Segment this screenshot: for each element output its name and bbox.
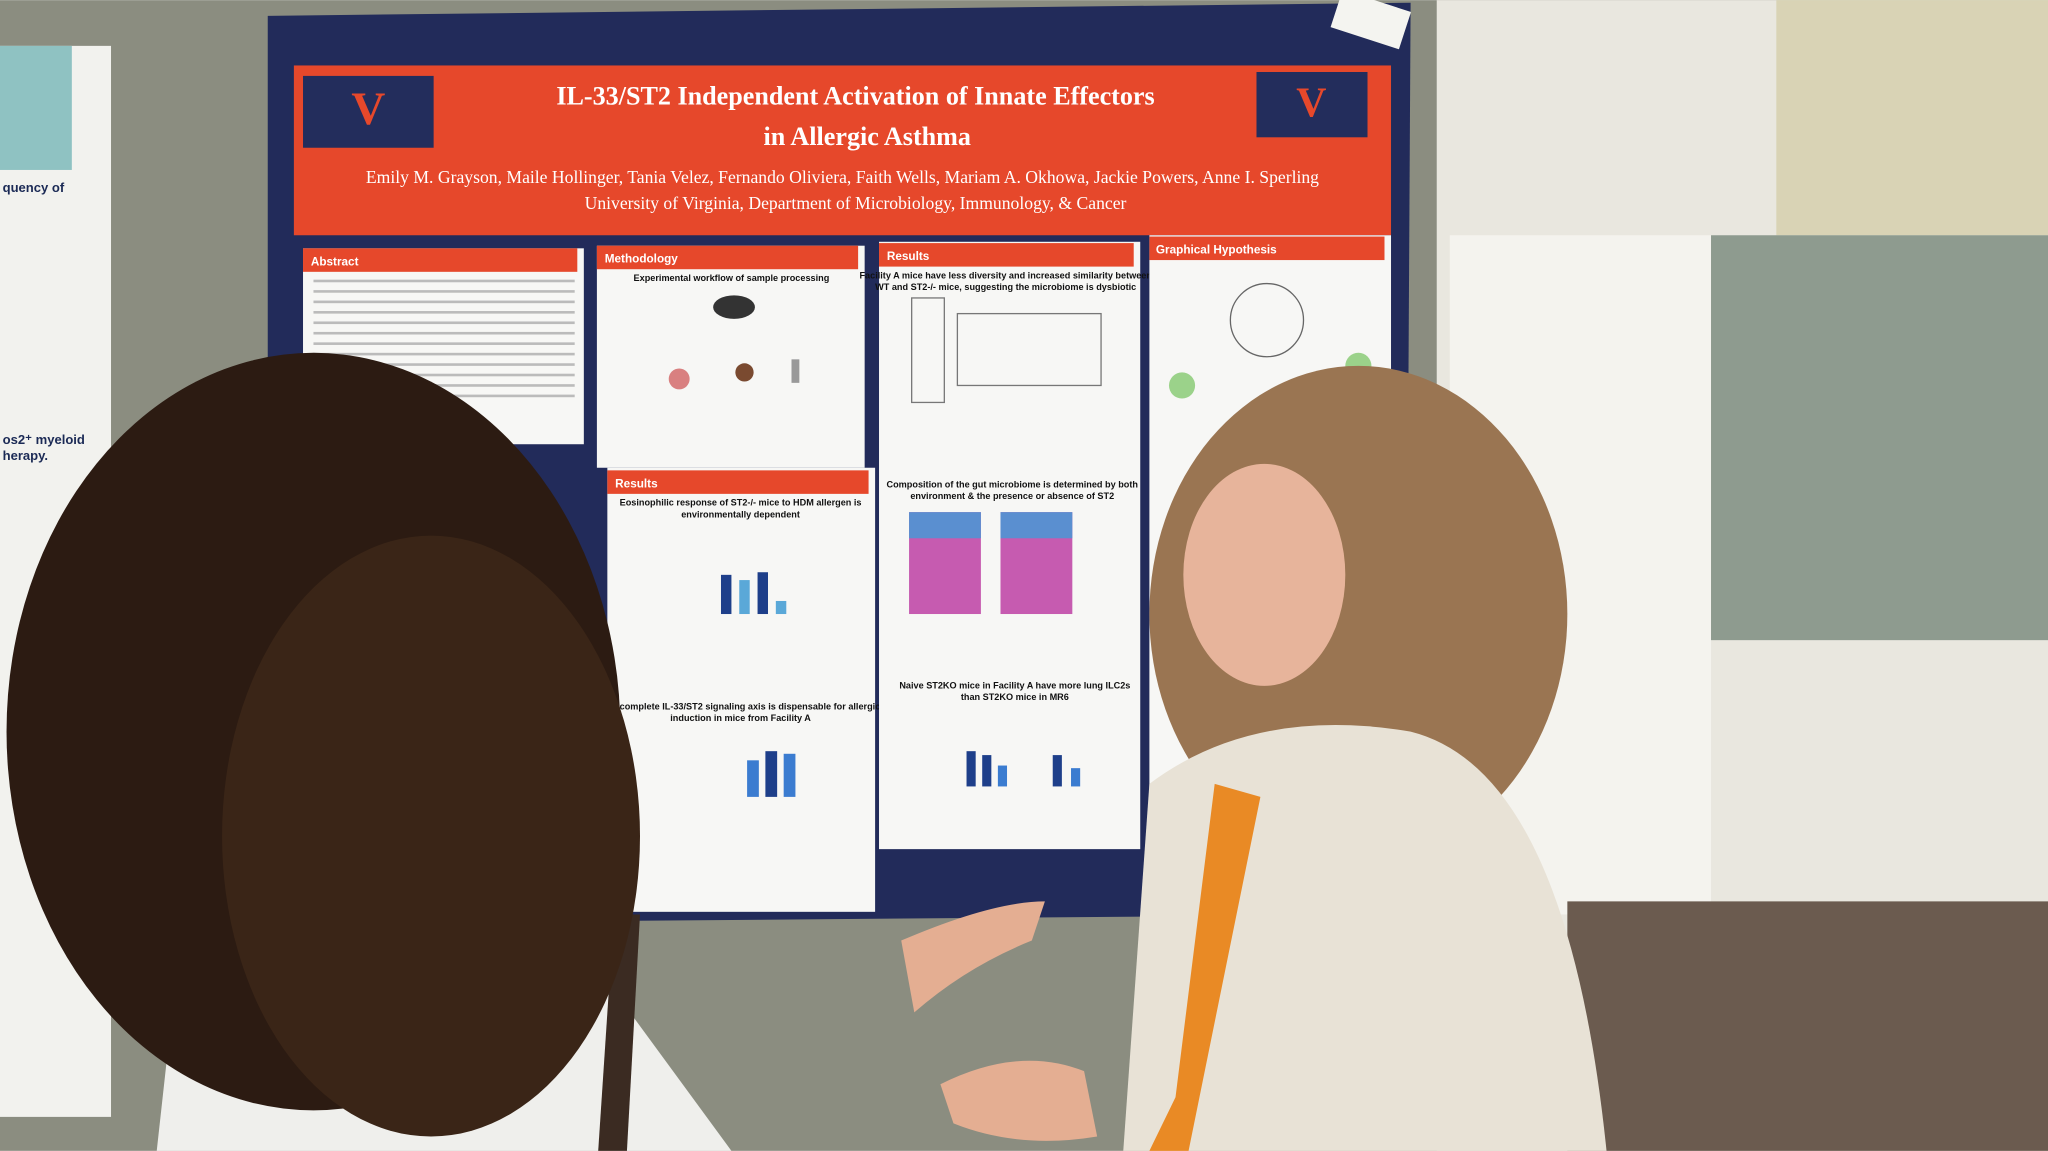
panel-heading: Naive ST2KO mice in Facility A have more…: [899, 680, 1130, 690]
section-heading: Graphical Hypothesis: [1156, 244, 1277, 257]
section-bar: [1149, 236, 1385, 261]
poster-title: in Allergic Asthma: [764, 122, 971, 151]
poster-header: [293, 65, 1392, 236]
panel-heading: WT and ST2-/- mice, suggesting the micro…: [875, 282, 1136, 292]
diagram-cell: [1168, 372, 1196, 399]
section-bar: [303, 248, 578, 272]
panel-heading: Composition of the gut microbiome is det…: [887, 479, 1139, 489]
panel-heading: than ST2KO mice in MR6: [961, 692, 1069, 702]
chart-bars: [720, 572, 787, 615]
panel-heading: environment & the presence or absence of…: [910, 491, 1114, 501]
stacked-plot: [1000, 512, 1073, 539]
panel-heading: induction in mice from Facility A: [670, 713, 811, 723]
panel: [596, 245, 865, 468]
logo-mark: V: [1296, 80, 1326, 126]
section-bar: [596, 245, 859, 270]
poster-title: IL-33/ST2 Independent Activation of Inna…: [556, 82, 1154, 111]
lung-icon: [668, 368, 690, 390]
floor: [1567, 901, 2048, 1151]
left-poster-band: [0, 45, 72, 170]
chart-bars: [966, 751, 1081, 787]
panel-heading: The complete IL-33/ST2 signaling axis is…: [601, 701, 880, 711]
curly-hair: [222, 535, 640, 1137]
tape: [1330, 0, 1412, 50]
mouse-icon: [713, 295, 755, 319]
panel-heading: Experimental workflow of sample processi…: [634, 273, 830, 283]
left-poster-text: herapy.: [3, 448, 48, 463]
wall-right: [1776, 0, 2048, 236]
tube-icon: [791, 359, 800, 383]
section-heading: Results: [615, 477, 658, 490]
board: [1711, 235, 2048, 641]
section-heading: Results: [887, 250, 930, 263]
section-bar: [879, 243, 1134, 267]
chart-bars: [747, 751, 796, 797]
panel-heading: Eosinophilic response of ST2-/- mice to …: [620, 498, 862, 508]
diagram-circle: [1229, 282, 1305, 358]
left-poster-text: quency of: [3, 180, 65, 195]
poster-authors: Emily M. Grayson, Maile Hollinger, Tania…: [366, 167, 1319, 187]
section-heading: Methodology: [605, 253, 679, 266]
poster-affiliation: University of Virginia, Department of Mi…: [585, 193, 1127, 213]
logo-mark: V: [351, 83, 385, 135]
face: [1183, 463, 1346, 686]
stacked-plot: [909, 512, 981, 539]
fecal-icon: [735, 363, 754, 382]
plot-frame: [911, 297, 945, 404]
hand: [901, 901, 1045, 1013]
left-poster-text: os2⁺ myeloid: [3, 432, 85, 447]
hand: [940, 1060, 1098, 1141]
panel: [607, 467, 876, 912]
panel-heading: Facility A mice have less diversity and …: [859, 270, 1152, 280]
logo: [1256, 71, 1368, 138]
logo: [303, 75, 434, 148]
panel-heading: environmentally dependent: [681, 509, 800, 519]
section-heading: Abstract: [311, 255, 359, 268]
section-bar: [607, 470, 869, 494]
bag-strap: [598, 914, 640, 1151]
plot-frame: [956, 312, 1102, 387]
lanyard: [1149, 783, 1261, 1151]
